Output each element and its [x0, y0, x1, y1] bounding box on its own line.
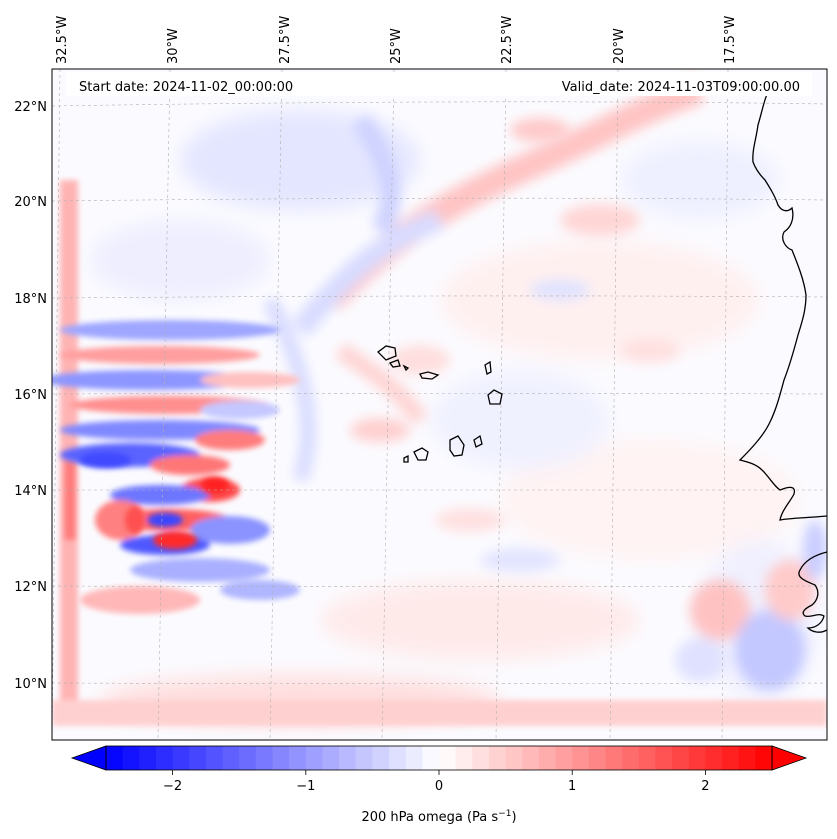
colorbar-tick-label: 0	[435, 779, 443, 794]
colorbar-segment	[439, 746, 457, 770]
map-frame	[51, 68, 828, 741]
colorbar-tick-label: 1	[568, 779, 576, 794]
colorbar-segment	[189, 746, 207, 770]
colorbar-tick-label: 2	[701, 779, 709, 794]
colorbar-segment	[505, 746, 523, 770]
colorbar-segment	[522, 746, 540, 770]
colorbar-segment	[722, 746, 740, 770]
colorbar-segment	[305, 746, 324, 770]
lon-label: 25°W	[389, 28, 404, 64]
start-date-label: Start date: 2024-11-02_00:00:00	[79, 80, 293, 95]
colorbar-segment	[372, 746, 390, 770]
map-panel: Start date: 2024-11-02_00:00:00 Valid_da…	[51, 68, 828, 741]
colorbar-segment	[688, 746, 706, 770]
colorbar-extend-min	[70, 745, 107, 771]
lat-label: 12°N	[14, 580, 47, 595]
colorbar-segment	[255, 746, 274, 770]
colorbar-segment	[605, 746, 623, 770]
colorbar-segment	[472, 746, 490, 770]
colorbar-segment	[355, 746, 373, 770]
colorbar-segment	[755, 746, 773, 770]
valid-date-label: Valid_date: 2024-11-03T09:00:00.00	[562, 80, 800, 95]
lon-label: 20°W	[612, 28, 627, 64]
lat-labels: 22°N 20°N 18°N 16°N 14°N 12°N 10°N	[14, 100, 47, 692]
lon-labels: 32.5°W 30°W 27.5°W 25°W 22.5°W 20°W 17.5…	[55, 16, 738, 64]
colorbar-segment	[638, 746, 657, 770]
lat-label: 20°N	[14, 195, 47, 210]
omega-field	[52, 69, 827, 740]
colorbar-segment	[538, 746, 557, 770]
lat-label: 14°N	[14, 484, 47, 499]
colorbar-tick-label: −1	[296, 779, 315, 794]
colorbar-segment	[488, 746, 507, 770]
lat-label: 18°N	[14, 292, 47, 307]
colorbar-segment	[155, 746, 174, 770]
colorbar-tick-label: −2	[163, 779, 182, 794]
colorbar-segment	[322, 746, 340, 770]
colorbar-segment	[555, 746, 573, 770]
lat-label: 16°N	[14, 388, 47, 403]
coastline-africa	[738, 91, 827, 521]
field-band	[262, 76, 705, 483]
lon-label: 30°W	[166, 28, 181, 64]
gridlines	[52, 69, 827, 740]
colorbar-segment	[139, 746, 157, 770]
colorbar-segment	[239, 746, 257, 770]
colorbar-segment	[572, 746, 590, 770]
colorbar-label: 200 hPa omega (Pa s−1)	[361, 809, 516, 825]
colorbar-segment	[106, 746, 124, 770]
colorbar-segment	[738, 746, 756, 770]
colorbar-segment	[705, 746, 723, 770]
colorbar-segment	[588, 746, 607, 770]
colorbar: −2 −1 0 1 2 200 hPa omega (Pa s−1)	[70, 745, 808, 825]
lon-label: 32.5°W	[55, 16, 70, 64]
colorbar-segment	[122, 746, 140, 770]
colorbar-segment	[339, 746, 357, 770]
lat-label: 22°N	[14, 100, 47, 115]
lon-label: 22.5°W	[500, 16, 515, 64]
colorbar-segment	[289, 746, 307, 770]
field-southeast	[675, 520, 827, 690]
colorbar-segment	[622, 746, 640, 770]
field-central	[350, 118, 680, 572]
lon-label: 27.5°W	[278, 16, 293, 64]
colorbar-segment	[455, 746, 473, 770]
field-strong	[79, 452, 229, 549]
colorbar-segment	[272, 746, 290, 770]
colorbar-segment	[205, 746, 224, 770]
colorbar-segment	[222, 746, 240, 770]
header-band	[66, 72, 812, 96]
colorbar-segment	[655, 746, 673, 770]
colorbar-segment	[172, 746, 190, 770]
colorbar-segment	[389, 746, 407, 770]
colorbar-segment	[422, 746, 440, 770]
lat-label: 10°N	[14, 677, 47, 692]
colorbar-segment	[405, 746, 423, 770]
colorbar-ticks: −2 −1 0 1 2	[163, 770, 710, 794]
colorbar-segment	[672, 746, 690, 770]
cape-verde-islands	[377, 345, 503, 463]
coastline-guinea	[798, 551, 827, 633]
colorbar-segments	[106, 746, 773, 770]
colorbar-extend-max	[771, 745, 808, 771]
lon-label: 17.5°W	[723, 16, 738, 64]
